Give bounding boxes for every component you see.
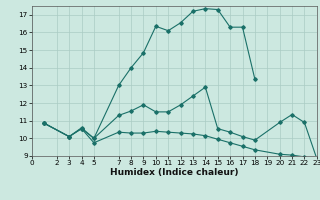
X-axis label: Humidex (Indice chaleur): Humidex (Indice chaleur) xyxy=(110,168,239,177)
